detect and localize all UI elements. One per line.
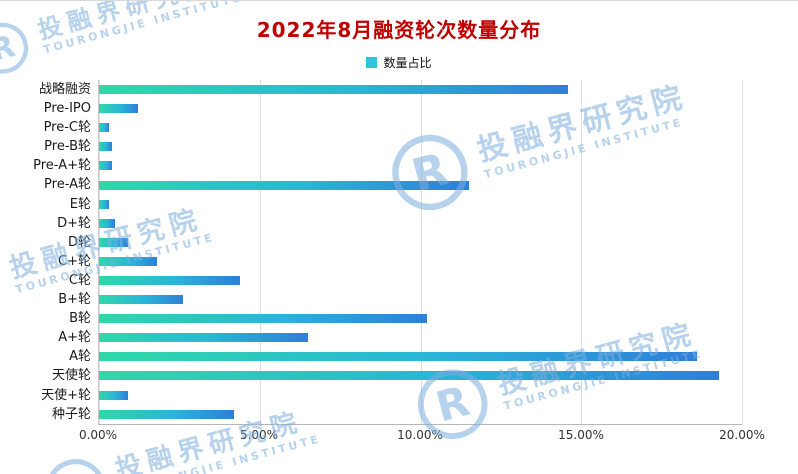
chart-area: 战略融资 Pre-IPO Pre-C轮 Pre-B轮 Pre-A+轮 Pre-A轮 E轮 D+…: [8, 80, 765, 448]
tourongjie-logo-icon: R: [45, 459, 106, 474]
legend-label: 数量占比: [383, 56, 432, 70]
bar-row: [99, 137, 742, 156]
gridline: [259, 80, 261, 424]
x-axis: 0.00% 5.00% 10.00% 15.00% 20.00%: [79, 427, 765, 448]
bar-row: [99, 405, 742, 424]
bar-C轮: [99, 275, 241, 285]
y-axis-label: A轮: [69, 349, 91, 365]
x-tick-label: 15.00%: [558, 427, 604, 442]
bar-战略融资: [99, 85, 569, 95]
x-tick-label: 5.00%: [239, 427, 279, 442]
y-axis-label: Pre-C轮: [43, 120, 91, 136]
bar-Pre-IPO: [99, 104, 138, 114]
y-axis-label: Pre-B轮: [44, 139, 91, 155]
bar-天使+轮: [99, 390, 128, 400]
bar-row: [99, 386, 742, 405]
bar-row: [99, 309, 742, 328]
bar-row: [99, 80, 742, 99]
gridline: [99, 80, 100, 424]
bar-row: [99, 271, 742, 290]
y-axis-label: 种子轮: [51, 406, 91, 422]
y-axis-label: B轮: [69, 311, 91, 327]
bar-天使轮: [99, 371, 720, 381]
bar-row: [99, 195, 742, 214]
bar-Pre-A轮: [99, 180, 469, 190]
y-axis-label: D轮: [67, 234, 91, 250]
bar-row: [99, 118, 742, 137]
legend-marker-icon: [366, 57, 378, 68]
bar-A+轮: [99, 333, 308, 343]
bar-E轮: [99, 199, 109, 209]
y-axis-label: 天使轮: [51, 368, 91, 384]
bar-B+轮: [99, 295, 183, 305]
bar-种子轮: [99, 409, 235, 419]
y-axis-labels: 战略融资 Pre-IPO Pre-C轮 Pre-B轮 Pre-A+轮 Pre-A轮 E轮 D+…: [8, 80, 98, 425]
bar-Pre-B轮: [99, 142, 112, 152]
gridline: [742, 80, 743, 424]
bar-row: [99, 366, 742, 385]
bar-row: [99, 156, 742, 175]
y-axis-label: B+轮: [58, 292, 91, 308]
bar-row: [99, 328, 742, 347]
bar-D+轮: [99, 218, 116, 228]
chart-title: 2022年8月融资轮次数量分布: [256, 18, 542, 42]
bar-row: [99, 99, 742, 118]
x-tick-label: 10.00%: [397, 427, 443, 442]
bar-Pre-A+轮: [99, 161, 112, 171]
gridline: [420, 80, 422, 424]
y-axis-label: C轮: [68, 272, 91, 288]
y-axis-label: Pre-IPO: [43, 101, 91, 117]
x-tick-label: 20.00%: [719, 427, 765, 442]
bar-row: [99, 214, 742, 233]
legend: 数量占比: [0, 54, 798, 71]
bar-D轮: [99, 237, 128, 247]
bar-C+轮: [99, 256, 157, 266]
x-tick-label: 0.00%: [78, 427, 118, 442]
bar-row: [99, 175, 742, 194]
y-axis-label: Pre-A+轮: [33, 158, 91, 174]
gridline: [581, 80, 583, 424]
bar-row: [99, 252, 742, 271]
bar-Pre-C轮: [99, 123, 109, 133]
y-axis-label: A+轮: [58, 330, 91, 346]
bar-row: [99, 233, 742, 252]
y-axis-label: Pre-A轮: [44, 177, 91, 193]
y-axis-label: 战略融资: [38, 82, 91, 97]
plot-area: [98, 80, 743, 425]
y-axis-label: 天使+轮: [41, 387, 91, 403]
bar-B轮: [99, 314, 427, 324]
y-axis-label: C+轮: [58, 253, 91, 269]
bar-row: [99, 290, 742, 309]
y-axis-label: D+轮: [57, 215, 91, 231]
y-axis-label: E轮: [69, 196, 91, 212]
bar-A轮: [99, 352, 697, 362]
bar-row: [99, 347, 742, 366]
